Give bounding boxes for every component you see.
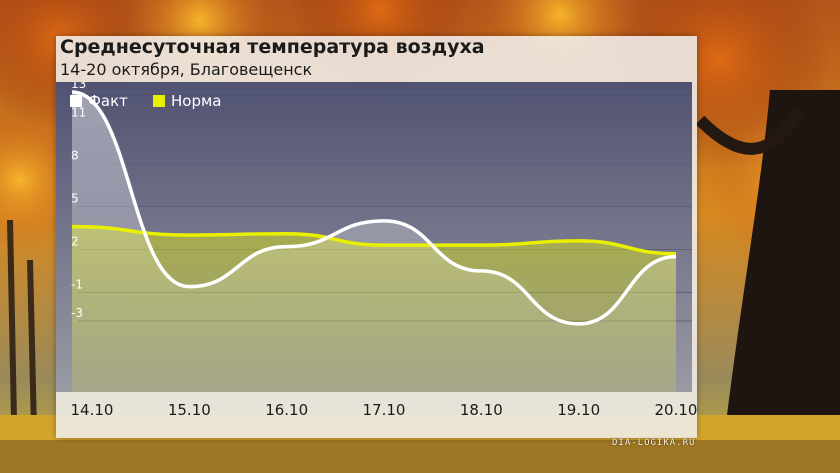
series-area-fact	[72, 92, 676, 392]
line-chart: 13 11 8 5 2 -1 -3 14.10 15.10 16.10 17.10 18.10 19.1…	[56, 82, 697, 419]
source-credit: DIA-LOGIKA.RU	[612, 438, 696, 448]
y-tick-label: -1	[71, 277, 83, 291]
legend-label-fact: Факт	[88, 92, 128, 110]
x-tick-label: 15.10	[168, 401, 211, 419]
x-tick-label: 19.10	[557, 401, 600, 419]
series-line-fact	[71, 90, 677, 326]
series-line-norm	[71, 224, 677, 256]
x-tick-label: 14.10	[71, 401, 114, 419]
x-tick-label: 18.10	[460, 401, 503, 419]
x-tick-label: 20.10	[655, 401, 697, 419]
y-tick-label: -3	[71, 306, 83, 320]
legend-swatch-norm	[153, 95, 165, 107]
y-tick-label: 11	[71, 106, 86, 120]
x-tick-label: 17.10	[363, 401, 406, 419]
legend-swatch-fact	[70, 95, 82, 107]
y-tick-label: 2	[71, 234, 79, 248]
y-tick-label: 13	[71, 82, 86, 91]
y-tick-label: 5	[71, 192, 79, 206]
x-tick-label: 16.10	[265, 401, 308, 419]
y-tick-label: 8	[71, 149, 79, 163]
legend-label-norm: Норма	[171, 92, 222, 110]
chart-title: Среднесуточная температура воздуха	[60, 36, 485, 58]
chart-panel: Среднесуточная температура воздуха 14-20…	[56, 36, 697, 438]
chart-subtitle: 14-20 октября, Благовещенск	[60, 60, 313, 79]
